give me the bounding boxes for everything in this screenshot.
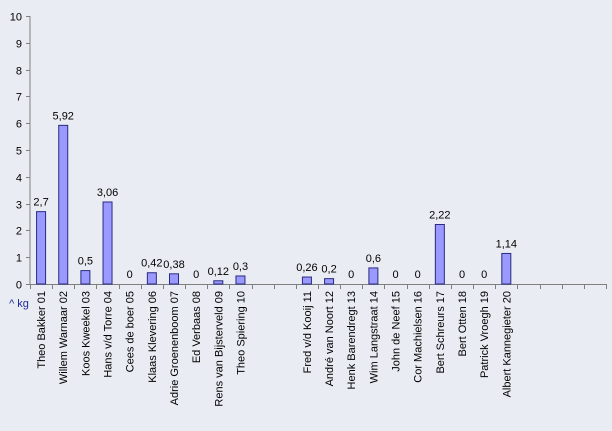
bar [368, 267, 379, 285]
y-tick-label: 8 [16, 66, 22, 78]
data-label: 0 [127, 269, 133, 281]
bar [235, 275, 246, 285]
category-label: Klaas Klevering 06 [147, 291, 159, 383]
category-label: Hans v/d Torre 04 [103, 291, 115, 378]
data-label: 0 [481, 269, 487, 281]
bar [501, 252, 512, 285]
category-label: Patrick Vroegh 19 [479, 291, 491, 378]
category-label: Bert Schreurs 17 [435, 291, 447, 374]
data-label: 0,42 [141, 258, 162, 270]
data-label: 0,12 [208, 266, 229, 278]
bar [324, 278, 335, 285]
y-tick-label: 0 [16, 280, 22, 292]
category-label: Cees de boer 05 [125, 291, 137, 372]
data-label: 0 [459, 269, 465, 281]
category-label: Fred v/d Kooij 11 [302, 291, 314, 373]
bar [213, 280, 224, 285]
data-label: 2,7 [33, 197, 48, 209]
plot-area [30, 16, 606, 284]
bar [58, 124, 69, 285]
y-tick-label: 5 [16, 146, 22, 158]
data-label: 0 [392, 269, 398, 281]
y-tick-label: 9 [16, 39, 22, 51]
data-label: 0,26 [296, 262, 317, 274]
y-tick-label: 4 [16, 173, 22, 185]
data-label: 3,06 [97, 187, 118, 199]
category-label: André van Noort 12 [324, 291, 336, 386]
data-label: 5,92 [53, 110, 74, 122]
category-label: Cor Machielsen 16 [413, 291, 425, 383]
category-label: Koos Kweekel 03 [80, 291, 92, 376]
data-label: 0,38 [163, 259, 184, 271]
category-label: Willem Warnaar 02 [58, 291, 70, 384]
data-label: 0,2 [321, 264, 336, 276]
data-label: 2,22 [429, 210, 450, 222]
category-label: Rens van Bijsterveld 09 [213, 291, 225, 407]
category-label: Theo Spiering 10 [235, 291, 247, 375]
bar [102, 201, 113, 285]
category-label: John de Neef 15 [391, 291, 403, 372]
bar [36, 211, 47, 285]
bar [146, 272, 157, 285]
unit-label: ^ kg [9, 298, 29, 310]
category-label: Albert Kannegieter 20 [501, 291, 513, 397]
category-label: Wim Langstraat 14 [368, 291, 380, 383]
y-tick-label: 10 [10, 12, 22, 24]
category-labels: Theo Bakker 01 Willem Warnaar 02 Koos Kwee… [36, 291, 513, 407]
bar [434, 224, 445, 285]
category-label: Henk Barendregt 13 [346, 291, 358, 389]
bars [36, 124, 512, 285]
plot-background [30, 16, 606, 284]
data-label: 0,5 [78, 256, 93, 268]
y-axis: 0 1 2 3 4 5 6 7 8 9 10 [10, 12, 31, 292]
y-tick-label: 2 [16, 226, 22, 238]
bar [80, 270, 91, 285]
bar [301, 276, 312, 285]
bar [169, 273, 179, 285]
data-label: 0,3 [233, 261, 248, 273]
category-label: Bert Otten 18 [457, 291, 469, 356]
category-label: Ed Verbaas 08 [191, 291, 203, 363]
y-tick-label: 7 [16, 92, 22, 104]
x-axis [30, 284, 607, 289]
data-label: 0 [193, 269, 199, 281]
data-label: 1,14 [496, 238, 517, 250]
y-tick-label: 3 [16, 200, 22, 212]
data-label: 0 [348, 269, 354, 281]
data-label: 0 [415, 269, 421, 281]
category-label: Adrie Groenenboom 07 [169, 291, 181, 405]
y-tick-label: 1 [16, 253, 22, 265]
data-label: 0,6 [366, 253, 381, 265]
category-label: Theo Bakker 01 [36, 291, 48, 369]
y-tick-label: 6 [16, 119, 22, 131]
